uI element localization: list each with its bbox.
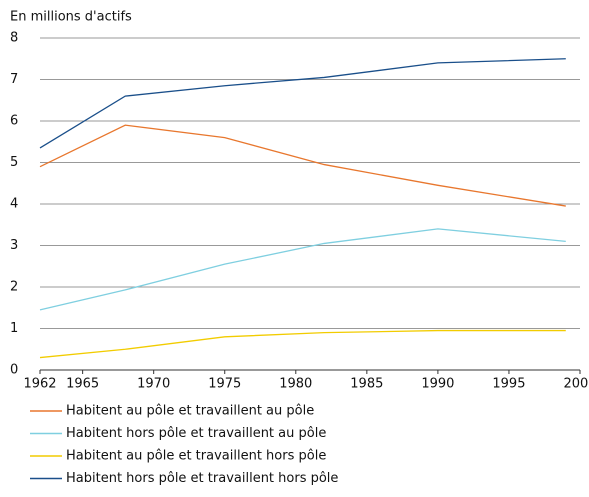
y-tick-label: 3 (10, 238, 18, 253)
y-tick-label: 0 (10, 363, 18, 378)
legend-label: Habitent hors pôle et travaillent au pôl… (66, 426, 326, 441)
y-tick-label: 6 (10, 114, 18, 129)
x-tick-label: 1970 (137, 377, 170, 392)
x-tick-label: 1962 (23, 377, 56, 392)
x-tick-label: 1965 (66, 377, 99, 392)
y-tick-label: 2 (10, 280, 18, 295)
legend-label: Habitent au pôle et travaillent au pôle (66, 404, 314, 419)
y-tick-label: 5 (10, 155, 18, 170)
x-tick-label: 1975 (208, 377, 241, 392)
legend-label: Habitent hors pôle et travaillent hors p… (66, 471, 338, 486)
y-axis-label: En millions d'actifs (10, 10, 132, 25)
series-line (39, 124, 566, 207)
y-tick-label: 1 (10, 321, 18, 336)
x-tick-label: 2000 (563, 377, 589, 392)
y-tick-label: 8 (10, 31, 18, 46)
y-tick-label: 4 (10, 197, 18, 212)
y-tick-label: 7 (10, 72, 18, 87)
x-tick-label: 1985 (350, 377, 383, 392)
x-tick-label: 1995 (492, 377, 525, 392)
x-tick-label: 1980 (279, 377, 312, 392)
series-line (39, 58, 566, 149)
series-line (39, 228, 566, 311)
legend-label: Habitent au pôle et travaillent hors pôl… (66, 449, 326, 464)
series-line (39, 329, 566, 359)
x-tick-label: 1990 (421, 377, 454, 392)
